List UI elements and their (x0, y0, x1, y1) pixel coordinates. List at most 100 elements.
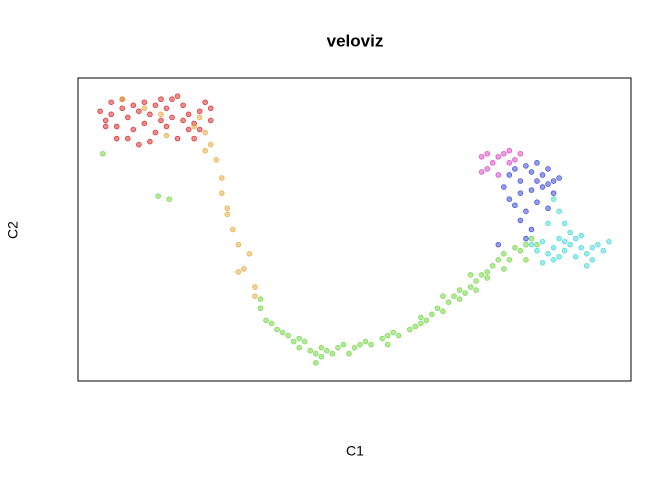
point (550, 244, 557, 251)
point (141, 105, 148, 112)
point (539, 184, 546, 190)
point (290, 338, 297, 345)
point (318, 344, 325, 351)
point (545, 220, 551, 227)
point (523, 235, 529, 242)
point (495, 172, 502, 178)
point (556, 235, 562, 242)
point (550, 178, 557, 184)
point (166, 196, 173, 203)
point (567, 241, 573, 248)
point (534, 160, 540, 166)
point (412, 323, 419, 330)
point (124, 135, 131, 142)
point (550, 256, 557, 263)
point (252, 293, 258, 299)
point (351, 344, 358, 351)
point (263, 317, 269, 324)
point (495, 256, 502, 263)
point (136, 141, 142, 148)
point (285, 332, 291, 339)
point (501, 184, 507, 190)
point (235, 241, 242, 248)
point (113, 123, 120, 130)
point (606, 238, 612, 245)
point (357, 341, 363, 348)
point (512, 157, 518, 163)
point (534, 247, 540, 254)
point (185, 111, 192, 118)
point (572, 235, 579, 242)
point (523, 256, 529, 263)
point (517, 217, 524, 224)
point (252, 284, 258, 290)
point (180, 102, 186, 109)
point (268, 320, 275, 327)
point (108, 99, 114, 106)
point (589, 256, 596, 263)
point (556, 175, 562, 181)
point (589, 244, 596, 251)
point (158, 111, 164, 118)
point (539, 238, 546, 245)
plot-frame (77, 77, 632, 382)
point (301, 338, 308, 345)
point (346, 350, 352, 357)
point (539, 172, 546, 178)
point (550, 196, 557, 203)
point (445, 299, 452, 306)
point (517, 178, 524, 184)
point (384, 332, 391, 339)
point (257, 305, 264, 312)
point (418, 320, 424, 327)
point (451, 293, 457, 299)
point (512, 244, 518, 251)
point (169, 114, 175, 121)
point (141, 99, 148, 106)
point (113, 135, 120, 142)
point (335, 344, 341, 351)
point (130, 102, 137, 109)
point (523, 163, 529, 169)
point (329, 350, 336, 357)
point (456, 296, 463, 302)
point (484, 150, 491, 157)
point (191, 135, 197, 142)
point (379, 335, 385, 342)
point (196, 114, 203, 121)
point (528, 169, 535, 175)
point (296, 335, 303, 342)
point (578, 232, 585, 239)
point (534, 178, 540, 184)
point (136, 108, 142, 115)
point (207, 105, 214, 112)
point (207, 141, 214, 148)
point (561, 220, 568, 227)
point (169, 96, 175, 103)
point (191, 123, 197, 130)
point (174, 135, 181, 142)
point (528, 226, 535, 233)
chart-title: veloviz (327, 31, 384, 50)
point (484, 269, 491, 275)
point (583, 263, 590, 269)
point (257, 296, 264, 302)
point (484, 275, 491, 281)
point (152, 102, 159, 109)
point (528, 187, 535, 193)
point (528, 241, 535, 248)
point (119, 96, 126, 103)
point (312, 360, 319, 366)
point (163, 132, 170, 139)
point (390, 329, 397, 336)
point (318, 353, 325, 360)
point (567, 229, 573, 236)
point (506, 160, 513, 166)
point (185, 126, 192, 133)
point (418, 314, 424, 321)
point (406, 326, 413, 333)
point (224, 205, 231, 212)
point (495, 153, 502, 160)
point (147, 111, 153, 118)
point (274, 326, 280, 333)
